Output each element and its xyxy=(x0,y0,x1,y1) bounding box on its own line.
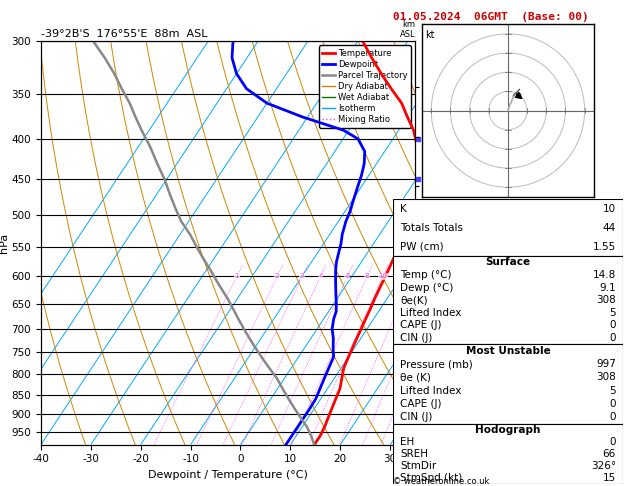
Text: EH: EH xyxy=(400,437,415,447)
Text: -39°2B'S  176°55'E  88m  ASL: -39°2B'S 176°55'E 88m ASL xyxy=(41,29,208,39)
Text: 0: 0 xyxy=(610,437,616,447)
Text: StmDir: StmDir xyxy=(400,461,437,470)
Text: CAPE (J): CAPE (J) xyxy=(400,320,442,330)
Text: 0: 0 xyxy=(610,412,616,422)
Text: 8: 8 xyxy=(365,274,369,279)
Text: Lifted Index: Lifted Index xyxy=(400,386,462,396)
Text: CIN (J): CIN (J) xyxy=(400,333,432,343)
Text: LCL: LCL xyxy=(421,412,437,420)
Text: 9.1: 9.1 xyxy=(599,282,616,293)
Bar xyxy=(393,424,623,484)
Text: 4: 4 xyxy=(318,274,323,279)
Text: 14.8: 14.8 xyxy=(593,270,616,280)
Text: © weatheronline.co.uk: © weatheronline.co.uk xyxy=(393,476,489,486)
Text: 0: 0 xyxy=(610,399,616,409)
Text: Most Unstable: Most Unstable xyxy=(465,346,550,356)
Text: PW (cm): PW (cm) xyxy=(400,242,443,252)
Text: 2: 2 xyxy=(275,274,279,279)
Text: 6: 6 xyxy=(345,274,350,279)
Text: Totals Totals: Totals Totals xyxy=(400,223,463,233)
Text: K: K xyxy=(400,204,407,214)
Text: 15: 15 xyxy=(408,274,417,279)
Text: 308: 308 xyxy=(596,372,616,382)
X-axis label: Dewpoint / Temperature (°C): Dewpoint / Temperature (°C) xyxy=(148,470,308,480)
Text: kt: kt xyxy=(425,30,435,40)
Text: CAPE (J): CAPE (J) xyxy=(400,399,442,409)
Text: km
ASL: km ASL xyxy=(399,20,415,39)
Text: 326°: 326° xyxy=(591,461,616,470)
Y-axis label: hPa: hPa xyxy=(0,233,9,253)
Text: 997: 997 xyxy=(596,359,616,369)
Text: 10: 10 xyxy=(379,274,387,279)
Text: 5: 5 xyxy=(610,386,616,396)
Text: Temp (°C): Temp (°C) xyxy=(400,270,452,280)
Text: 308: 308 xyxy=(596,295,616,305)
Text: 0: 0 xyxy=(610,333,616,343)
Text: 3: 3 xyxy=(300,274,304,279)
Text: CIN (J): CIN (J) xyxy=(400,412,432,422)
Text: Dewp (°C): Dewp (°C) xyxy=(400,282,454,293)
Text: 10: 10 xyxy=(603,204,616,214)
Bar xyxy=(393,344,623,424)
Text: θe (K): θe (K) xyxy=(400,372,431,382)
Text: Lifted Index: Lifted Index xyxy=(400,308,462,318)
Text: 0: 0 xyxy=(610,320,616,330)
Bar xyxy=(393,199,623,256)
Text: 1: 1 xyxy=(235,274,239,279)
Legend: Temperature, Dewpoint, Parcel Trajectory, Dry Adiabat, Wet Adiabat, Isotherm, Mi: Temperature, Dewpoint, Parcel Trajectory… xyxy=(319,46,411,128)
Text: 1.55: 1.55 xyxy=(593,242,616,252)
Text: StmSpd (kt): StmSpd (kt) xyxy=(400,472,462,483)
Text: θe(K): θe(K) xyxy=(400,295,428,305)
Bar xyxy=(393,256,623,344)
Text: Surface: Surface xyxy=(486,258,530,267)
Text: 44: 44 xyxy=(603,223,616,233)
Text: 15: 15 xyxy=(603,472,616,483)
Text: Pressure (mb): Pressure (mb) xyxy=(400,359,473,369)
Text: Hodograph: Hodograph xyxy=(476,425,540,435)
Text: 01.05.2024  06GMT  (Base: 00): 01.05.2024 06GMT (Base: 00) xyxy=(393,12,589,22)
Y-axis label: Mixing Ratio (g/kg): Mixing Ratio (g/kg) xyxy=(440,197,450,289)
Text: 5: 5 xyxy=(610,308,616,318)
Text: 66: 66 xyxy=(603,449,616,459)
Text: SREH: SREH xyxy=(400,449,428,459)
